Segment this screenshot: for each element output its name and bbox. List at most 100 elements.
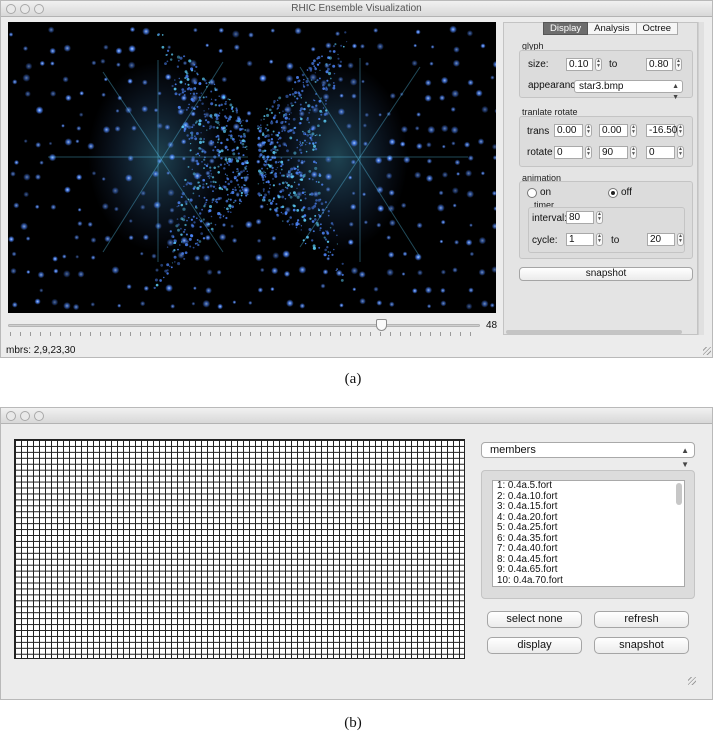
tab-octree[interactable]: Octree	[636, 22, 679, 35]
list-item[interactable]: 2: 0.4a.10.fort	[497, 490, 558, 502]
list-item[interactable]: 6: 0.4a.35.fort	[497, 532, 558, 544]
star-glyph	[319, 69, 321, 72]
snapshot-b-button[interactable]: snapshot	[594, 637, 689, 654]
list-item[interactable]: 8: 0.4a.45.fort	[497, 553, 558, 565]
interval-stepper[interactable]: ▲ ▼	[596, 211, 603, 224]
star-glyph	[222, 129, 227, 133]
size-from-field[interactable]: 0.10	[566, 58, 593, 71]
star-glyph	[213, 83, 216, 86]
star-glyph	[318, 215, 322, 218]
trans-x-stepper[interactable]: ▲ ▼	[585, 124, 592, 137]
list-item[interactable]: 1: 0.4a.5.fort	[497, 480, 553, 491]
trans-y-field[interactable]: 0.00	[599, 124, 628, 137]
star-glyph	[478, 236, 487, 245]
star-glyph	[187, 106, 190, 109]
cycle-from-stepper[interactable]: ▲ ▼	[596, 233, 603, 246]
star-glyph	[155, 283, 159, 287]
star-glyph	[266, 134, 270, 138]
list-item[interactable]: 3: 0.4a.15.fort	[497, 501, 558, 512]
rotate-y-field[interactable]: 90	[599, 146, 628, 159]
close-window-icon[interactable]	[6, 411, 16, 421]
star-glyph	[199, 82, 202, 84]
trans-z-field[interactable]: -16.50	[646, 124, 677, 137]
rotate-z-stepper[interactable]: ▲ ▼	[677, 146, 684, 159]
resize-grip-icon[interactable]	[703, 347, 711, 355]
zoom-window-icon[interactable]	[34, 4, 44, 14]
tab-analysis[interactable]: Analysis	[588, 22, 637, 35]
panel-vertical-scrollbar[interactable]	[698, 22, 704, 335]
cycle-from-field[interactable]: 1	[566, 233, 594, 246]
star-glyph	[302, 130, 304, 133]
star-glyph	[186, 77, 190, 81]
star-glyph	[315, 199, 318, 202]
cycle-to-field[interactable]: 20	[647, 233, 675, 246]
display-button[interactable]: display	[487, 637, 582, 654]
star-glyph	[291, 223, 294, 226]
star-glyph	[198, 219, 201, 221]
members-list[interactable]: 1: 0.4a.5.fort 2: 0.4a.10.fort 3: 0.4a.1…	[492, 480, 685, 587]
size-to-field[interactable]: 0.80	[646, 58, 673, 71]
star-glyph	[271, 200, 274, 203]
size-from-stepper[interactable]: ▲ ▼	[595, 58, 602, 71]
star-glyph	[337, 53, 339, 56]
timestep-slider[interactable]	[8, 324, 480, 327]
star-glyph	[170, 266, 173, 269]
rotate-z-field[interactable]: 0	[646, 146, 675, 159]
snapshot-button[interactable]: snapshot	[519, 267, 693, 281]
star-glyph	[321, 183, 324, 186]
list-item[interactable]: 9: 0.4a.65.fort	[497, 564, 558, 575]
tab-display[interactable]: Display	[543, 22, 589, 35]
star-glyph	[101, 176, 106, 182]
minimize-window-icon[interactable]	[20, 411, 30, 421]
animation-on-radio[interactable]	[527, 188, 537, 198]
close-window-icon[interactable]	[6, 4, 16, 14]
star-glyph	[323, 236, 326, 239]
minimize-window-icon[interactable]	[20, 4, 30, 14]
list-item[interactable]: 7: 0.4a.40.fort	[497, 543, 558, 554]
star-glyph	[244, 167, 247, 170]
transform-group-label: tranlate rotate	[522, 107, 578, 117]
render-viewport[interactable]	[8, 22, 496, 313]
select-none-button[interactable]: select none	[487, 611, 582, 628]
interval-field[interactable]: 80	[566, 211, 594, 224]
resize-grip-icon[interactable]	[688, 677, 696, 685]
member-grid[interactable]	[14, 439, 465, 659]
list-scrollbar[interactable]	[676, 483, 682, 505]
rotate-x-stepper[interactable]: ▲ ▼	[585, 146, 592, 159]
size-to-stepper[interactable]: ▲ ▼	[675, 58, 682, 71]
star-glyph	[304, 242, 307, 245]
slider-knob[interactable]	[375, 319, 387, 331]
star-glyph	[311, 128, 314, 131]
star-glyph	[218, 186, 222, 190]
zoom-window-icon[interactable]	[34, 411, 44, 421]
star-glyph	[439, 239, 444, 244]
members-combo[interactable]: members ▲ ▼	[481, 442, 695, 469]
star-glyph	[266, 130, 268, 132]
trans-x-field[interactable]: 0.00	[554, 124, 583, 137]
star-glyph	[327, 251, 330, 253]
animation-group-label: animation	[522, 173, 562, 183]
star-glyph	[318, 99, 322, 103]
rotate-y-stepper[interactable]: ▲ ▼	[630, 146, 637, 159]
star-glyph	[152, 170, 160, 178]
star-glyph	[243, 176, 246, 179]
animation-off-radio[interactable]	[608, 188, 618, 198]
list-item[interactable]: 10: 0.4a.70.fort	[497, 574, 563, 586]
star-glyph	[233, 177, 237, 180]
appearance-select[interactable]: star3.bmp ▲ ▼	[574, 80, 683, 101]
cycle-to-stepper[interactable]: ▲ ▼	[677, 233, 684, 246]
star-glyph	[223, 207, 226, 209]
star-glyph	[186, 126, 189, 128]
refresh-button[interactable]: refresh	[594, 611, 689, 628]
star-glyph	[312, 244, 316, 248]
panel-horizontal-scrollbar[interactable]	[506, 330, 682, 334]
star-glyph	[330, 222, 334, 225]
star-glyph	[340, 44, 343, 47]
trans-z-stepper[interactable]: ▲ ▼	[677, 124, 684, 137]
trans-y-stepper[interactable]: ▲ ▼	[630, 124, 637, 137]
list-item[interactable]: 5: 0.4a.25.fort	[497, 522, 558, 533]
rotate-x-field[interactable]: 0	[554, 146, 583, 159]
star-glyph	[34, 173, 42, 181]
star-glyph	[220, 157, 223, 160]
list-item[interactable]: 4: 0.4a.20.fort	[497, 511, 558, 523]
